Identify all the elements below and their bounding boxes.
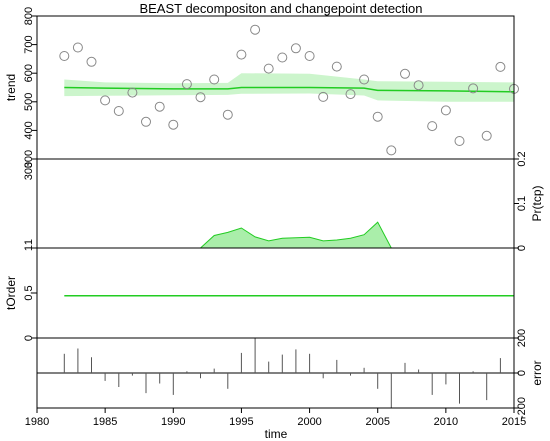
- panel-trend: 300 400 500 600 700 800 trend: [4, 7, 519, 168]
- x-tick-label: 2005: [365, 416, 389, 428]
- x-tick-label: 2000: [297, 416, 321, 428]
- y-axis-label-trend: trend: [4, 74, 18, 101]
- y-tick-label: 0: [516, 370, 528, 376]
- panel-frame-torder: [36, 247, 515, 339]
- changepoint-probability-area: [199, 221, 393, 249]
- y-tick-label: 300: [23, 150, 35, 168]
- data-point: [141, 116, 151, 127]
- y-tick-label: 1: [23, 245, 35, 251]
- data-point: [427, 121, 438, 132]
- data-point: [250, 24, 261, 35]
- data-point: [359, 74, 370, 85]
- data-point: [304, 51, 315, 61]
- y-tick-label: 0.2: [516, 151, 528, 166]
- y-tick-label: 0.1: [516, 196, 528, 211]
- panel-frame-pr_tcp: [36, 158, 515, 249]
- chart-title: BEAST decompositon and changepoint detec…: [139, 1, 422, 16]
- data-point: [113, 106, 124, 116]
- data-point: [277, 52, 288, 63]
- y-tick-label: 400: [23, 121, 35, 139]
- panel-torder: 0 0.5 1 tOrder: [4, 245, 515, 341]
- data-point: [454, 136, 465, 146]
- data-point: [72, 42, 83, 53]
- y-tick-label: 300: [23, 162, 35, 180]
- x-tick-label: 1985: [93, 416, 117, 428]
- y-tick-label: -200: [516, 397, 528, 419]
- data-point: [127, 87, 138, 98]
- data-point: [236, 49, 247, 60]
- y-axis-label-pr_tcp: Pr(tcp): [530, 185, 544, 221]
- data-point: [495, 61, 506, 72]
- x-axis-label: time: [265, 427, 288, 441]
- x-tick-label: 2010: [434, 416, 458, 428]
- y-tick-label: 600: [23, 64, 35, 82]
- panel-pr_tcp: 0 0.1 0.2 1 300 Pr(tcp): [23, 151, 544, 251]
- y-tick-label: 700: [23, 35, 35, 53]
- data-point: [290, 43, 301, 54]
- x-tick-label: 1980: [25, 416, 49, 428]
- y-tick-label: 1: [23, 239, 35, 245]
- data-point: [59, 51, 70, 61]
- x-tick-label: 2015: [502, 416, 526, 428]
- data-point: [168, 119, 179, 130]
- data-point: [386, 145, 397, 156]
- data-point: [440, 105, 451, 116]
- x-tick-label: 1990: [161, 416, 185, 428]
- data-point: [154, 101, 165, 112]
- y-axis-label-torder: tOrder: [4, 276, 18, 310]
- x-tick-label: 1995: [229, 416, 253, 428]
- y-tick-label: 0: [516, 245, 528, 251]
- y-tick-label: 0: [23, 335, 35, 341]
- data-point: [318, 91, 329, 102]
- data-point: [468, 83, 479, 94]
- y-tick-label: 500: [23, 93, 35, 111]
- data-point: [222, 109, 233, 120]
- plot-area: 300 400 500 600 700 800 trend 0 0.1 0.2 1 300 Pr(tcp…: [4, 7, 544, 428]
- data-point: [263, 63, 274, 74]
- panel-error: -200 0 200 error: [36, 329, 544, 419]
- data-point: [195, 92, 206, 103]
- y-tick-label: 800: [23, 7, 35, 25]
- data-point: [100, 95, 111, 106]
- data-point: [372, 111, 383, 122]
- data-point: [481, 130, 492, 141]
- y-tick-label: 200: [516, 329, 528, 347]
- data-point: [400, 68, 410, 79]
- data-point: [413, 80, 424, 91]
- data-point: [209, 74, 220, 85]
- data-point: [345, 89, 356, 100]
- trend-line: [64, 86, 515, 93]
- y-axis-label-error: error: [530, 360, 544, 385]
- data-point: [331, 61, 342, 72]
- data-point: [86, 56, 97, 67]
- y-tick-label: 0.5: [23, 285, 35, 300]
- data-point: [181, 79, 192, 90]
